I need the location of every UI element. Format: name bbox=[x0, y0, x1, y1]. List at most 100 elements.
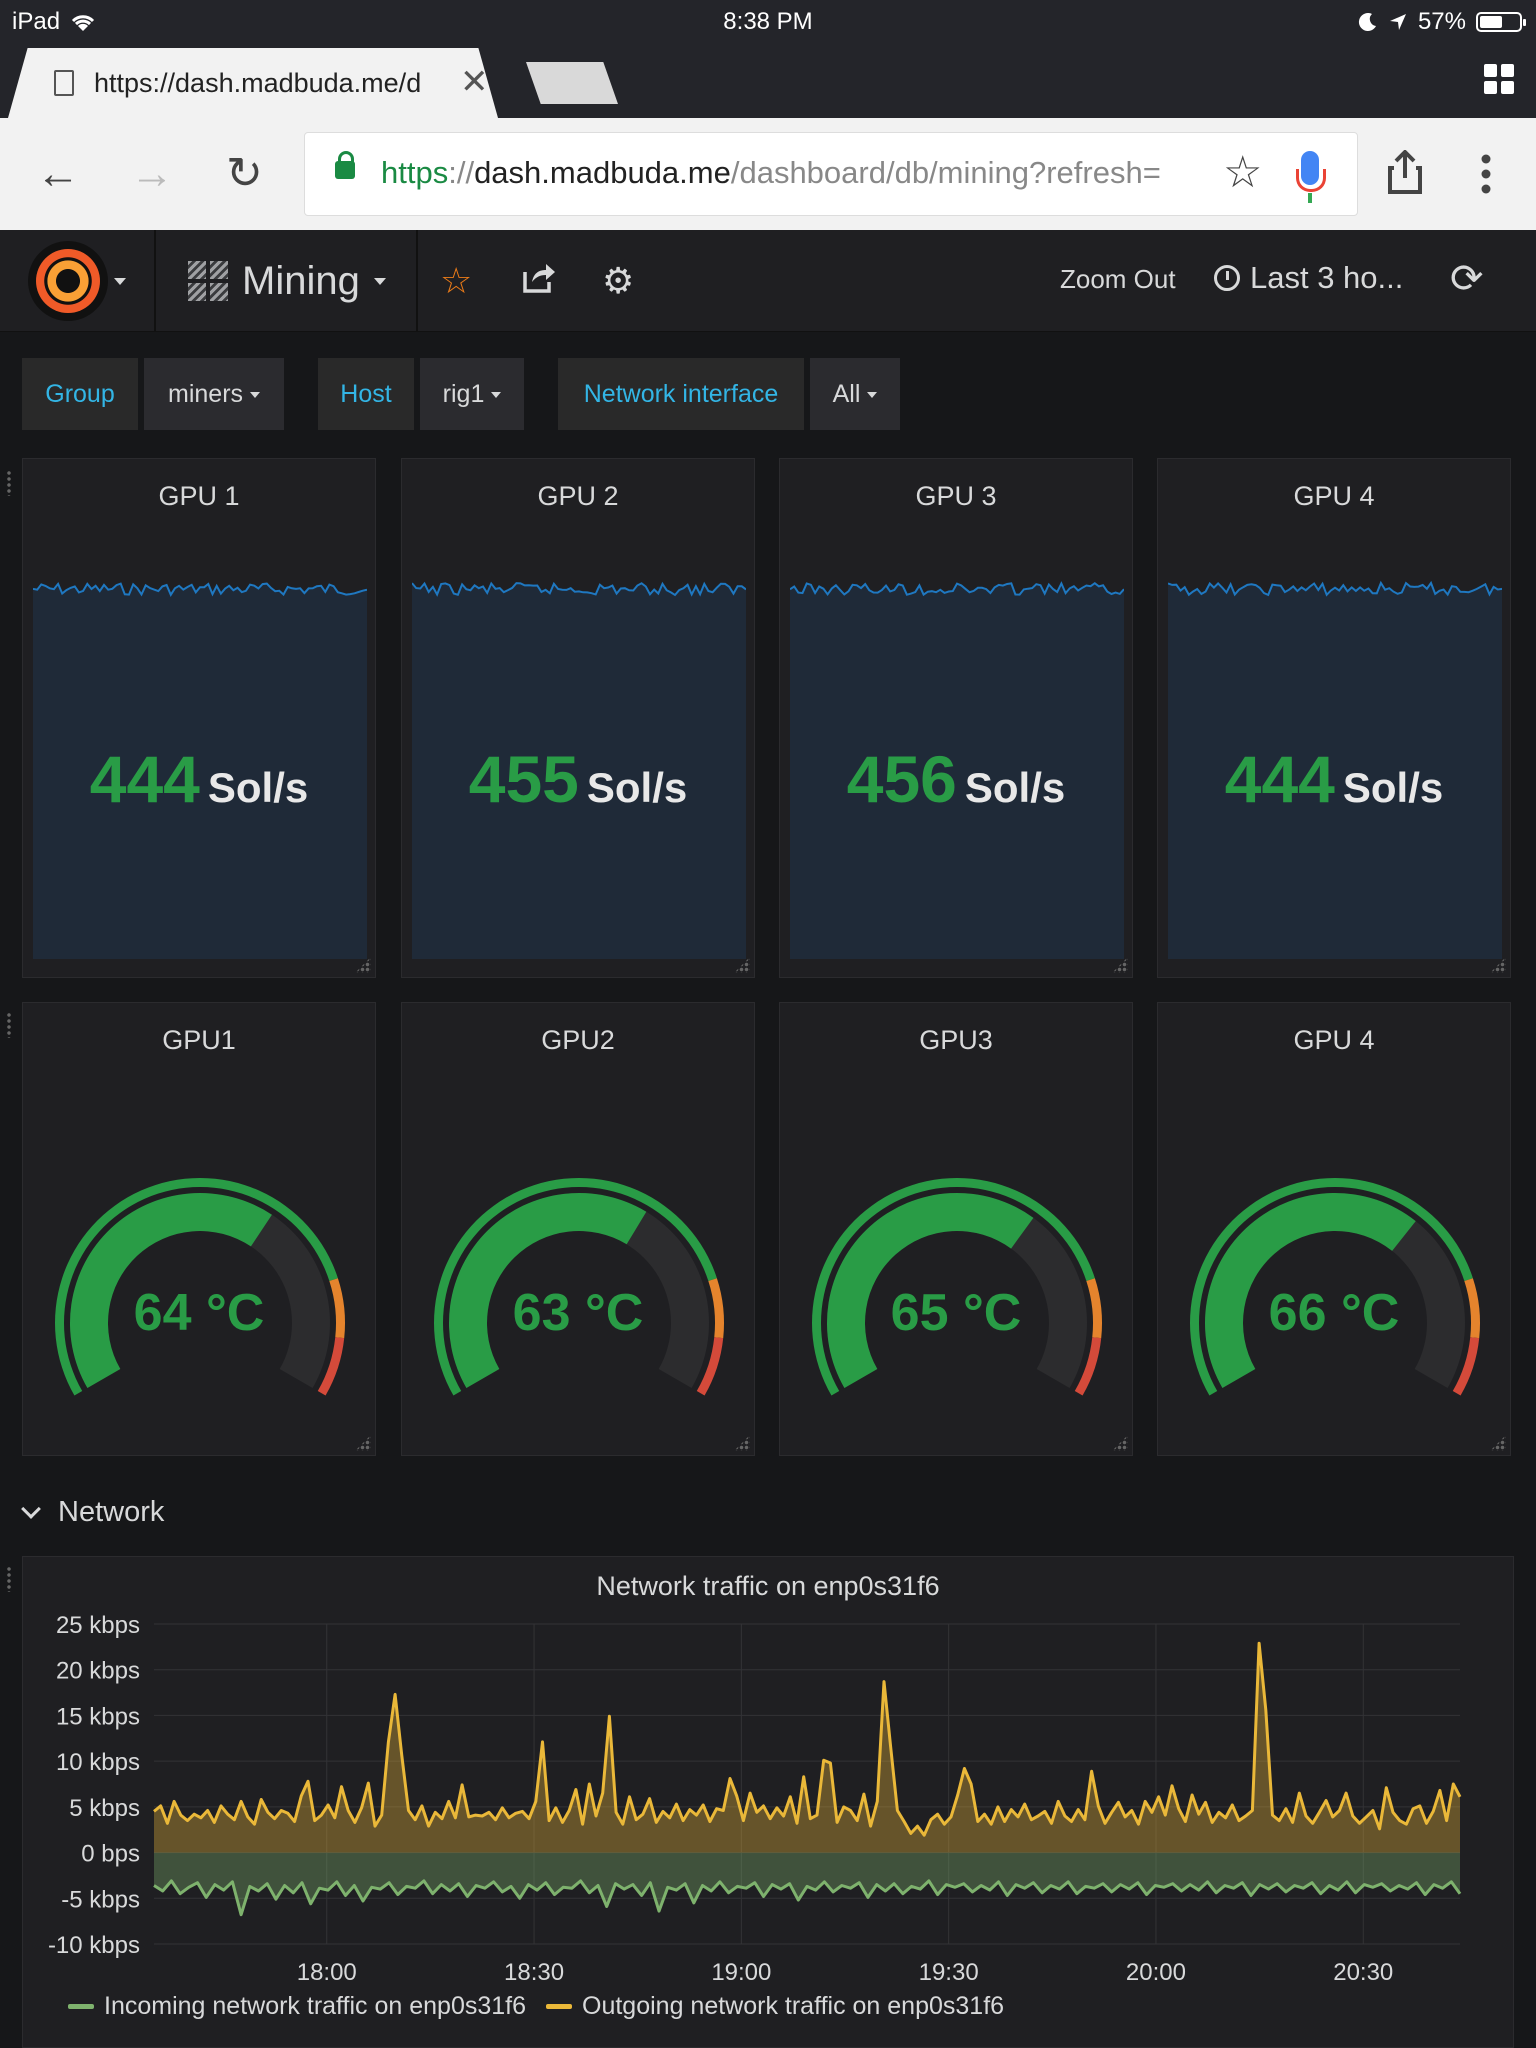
browser-toolbar: ← → ↻ https://dash.madbuda.me/dashboard/… bbox=[0, 118, 1536, 230]
gauge-threshold-crit bbox=[1074, 1337, 1102, 1396]
temperature-panel[interactable]: GPU2 63 °C bbox=[401, 1002, 755, 1456]
stat-value: 455 Sol/s bbox=[402, 741, 754, 817]
hashrate-value: 444 bbox=[1224, 742, 1335, 816]
row-drag-handle[interactable] bbox=[6, 1566, 12, 1592]
gauge-threshold-crit bbox=[696, 1337, 724, 1396]
wifi-icon bbox=[71, 15, 95, 31]
sparkline-line bbox=[790, 581, 1124, 597]
var-select-host[interactable]: rig1 bbox=[420, 358, 524, 430]
browser-tab-active[interactable]: https://dash.madbuda.me/d ✕ bbox=[8, 48, 498, 118]
stat-value: 444 Sol/s bbox=[1158, 741, 1510, 817]
microphone-icon[interactable] bbox=[1296, 151, 1326, 203]
close-tab-icon[interactable]: ✕ bbox=[460, 63, 489, 101]
panel-resize-handle[interactable] bbox=[1490, 1435, 1506, 1451]
battery-icon bbox=[1476, 12, 1526, 32]
sparkline bbox=[412, 581, 746, 959]
clock-icon bbox=[1214, 265, 1240, 291]
legend-item-outgoing[interactable]: Outgoing network traffic on enp0s31f6 bbox=[546, 1992, 1004, 2021]
panel-title: GPU3 bbox=[919, 1025, 993, 1055]
reload-icon[interactable]: ↻ bbox=[226, 149, 263, 198]
panel-resize-handle[interactable] bbox=[734, 1435, 750, 1451]
hashrate-panel[interactable]: GPU 4 444 Sol/s bbox=[1157, 458, 1511, 978]
dashboard-picker-button[interactable]: Mining bbox=[188, 256, 386, 306]
var-select-network-interface[interactable]: All bbox=[810, 358, 900, 430]
sparkline-fill bbox=[33, 583, 367, 959]
device-name: iPad bbox=[12, 8, 61, 35]
gauge-threshold-warn bbox=[708, 1278, 724, 1339]
star-icon[interactable]: ☆ bbox=[440, 260, 473, 301]
temperature-gauge bbox=[434, 1178, 724, 1396]
sparkline-fill bbox=[412, 583, 746, 959]
logo-caret-icon[interactable] bbox=[114, 278, 126, 285]
gauge-value-arc bbox=[827, 1193, 1034, 1388]
new-tab-button[interactable] bbox=[526, 62, 618, 104]
stat-value: 444 Sol/s bbox=[23, 741, 375, 817]
var-select-group[interactable]: miners bbox=[144, 358, 284, 430]
sparkline bbox=[33, 581, 367, 959]
more-vertical-icon[interactable] bbox=[1480, 154, 1492, 194]
address-bar[interactable]: https://dash.madbuda.me/dashboard/db/min… bbox=[304, 132, 1358, 216]
share-icon[interactable] bbox=[1388, 150, 1422, 194]
row-header-network[interactable]: Network bbox=[21, 1496, 164, 1529]
temperature-gauge bbox=[54, 1178, 346, 1396]
panel-resize-handle[interactable] bbox=[355, 1435, 371, 1451]
hashrate-panel[interactable]: GPU 1 444 Sol/s bbox=[22, 458, 376, 978]
graph-legend: Incoming network traffic on enp0s31f6 Ou… bbox=[68, 1992, 1004, 2021]
temperature-value: 64 °C bbox=[133, 1284, 265, 1342]
panel-resize-handle[interactable] bbox=[734, 957, 750, 973]
hashrate-unit: Sol/s bbox=[586, 764, 688, 811]
temperature-panel[interactable]: GPU 4 66 °C bbox=[1157, 1002, 1511, 1456]
zoom-out-button[interactable]: Zoom Out bbox=[1060, 264, 1176, 294]
var-label-network-interface: Network interface bbox=[558, 358, 804, 430]
settings-gear-icon[interactable]: ⚙ bbox=[602, 260, 635, 301]
row-drag-handle[interactable] bbox=[6, 1012, 12, 1038]
panel-title: GPU 2 bbox=[537, 481, 619, 511]
gauge-threshold-warn bbox=[1086, 1278, 1102, 1339]
moon-icon bbox=[1358, 13, 1376, 32]
hashrate-panel[interactable]: GPU 3 456 Sol/s bbox=[779, 458, 1133, 978]
battery-percent: 57% bbox=[1417, 8, 1466, 35]
panel-resize-handle[interactable] bbox=[1490, 957, 1506, 973]
hashrate-unit: Sol/s bbox=[207, 764, 309, 811]
temperature-gauge bbox=[1190, 1178, 1480, 1396]
row-drag-handle[interactable] bbox=[6, 470, 12, 496]
forward-arrow-icon[interactable]: → bbox=[130, 149, 174, 198]
refresh-icon[interactable]: ⟳ bbox=[1450, 257, 1484, 301]
panel-title: GPU 4 bbox=[1293, 481, 1375, 511]
time-range-label: Last 3 ho... bbox=[1250, 260, 1404, 295]
sparkline-line bbox=[412, 581, 746, 597]
share-dashboard-icon[interactable] bbox=[522, 262, 556, 294]
temperature-value: 66 °C bbox=[1268, 1284, 1400, 1342]
var-label-group: Group bbox=[22, 358, 138, 430]
panel-resize-handle[interactable] bbox=[355, 957, 371, 973]
time-range-picker[interactable]: Last 3 ho... bbox=[1214, 260, 1403, 296]
url-text[interactable]: https://dash.madbuda.me/dashboard/db/min… bbox=[381, 155, 1161, 190]
dashboard-grid-icon bbox=[188, 261, 228, 301]
lock-icon bbox=[335, 151, 355, 179]
location-arrow-icon bbox=[1389, 14, 1406, 30]
gauge-threshold-crit bbox=[1452, 1337, 1480, 1396]
legend-swatch bbox=[68, 2004, 94, 2009]
gauge-value-arc bbox=[449, 1193, 647, 1388]
back-arrow-icon[interactable]: ← bbox=[36, 149, 80, 198]
temperature-panel[interactable]: GPU3 65 °C bbox=[779, 1002, 1133, 1456]
grafana-logo-icon[interactable] bbox=[28, 241, 108, 321]
legend-item-incoming[interactable]: Incoming network traffic on enp0s31f6 bbox=[68, 1992, 526, 2021]
panel-resize-handle[interactable] bbox=[1112, 1435, 1128, 1451]
panel-resize-handle[interactable] bbox=[1112, 957, 1128, 973]
hashrate-panel[interactable]: GPU 2 455 Sol/s bbox=[401, 458, 755, 978]
temperature-panel[interactable]: GPU1 64 °C bbox=[22, 1002, 376, 1456]
hashrate-value: 456 bbox=[846, 742, 957, 816]
chevron-down-icon bbox=[21, 1498, 41, 1519]
sparkline bbox=[1168, 580, 1502, 959]
sparkline-line bbox=[33, 581, 367, 597]
grafana-navbar: Mining ☆ ⚙ Zoom Out Last 3 ho... ⟳ bbox=[0, 230, 1536, 332]
panel-title: GPU 3 bbox=[915, 481, 997, 511]
hashrate-unit: Sol/s bbox=[964, 764, 1066, 811]
tab-switcher-icon[interactable] bbox=[1484, 64, 1514, 94]
clock: 8:38 PM bbox=[723, 8, 813, 35]
panel-title: GPU1 bbox=[162, 1025, 236, 1055]
bookmark-star-icon[interactable]: ☆ bbox=[1223, 148, 1263, 197]
gauge-threshold-warn bbox=[1464, 1278, 1480, 1339]
network-traffic-panel[interactable]: Network traffic on enp0s31f6 bbox=[22, 1556, 1514, 2048]
